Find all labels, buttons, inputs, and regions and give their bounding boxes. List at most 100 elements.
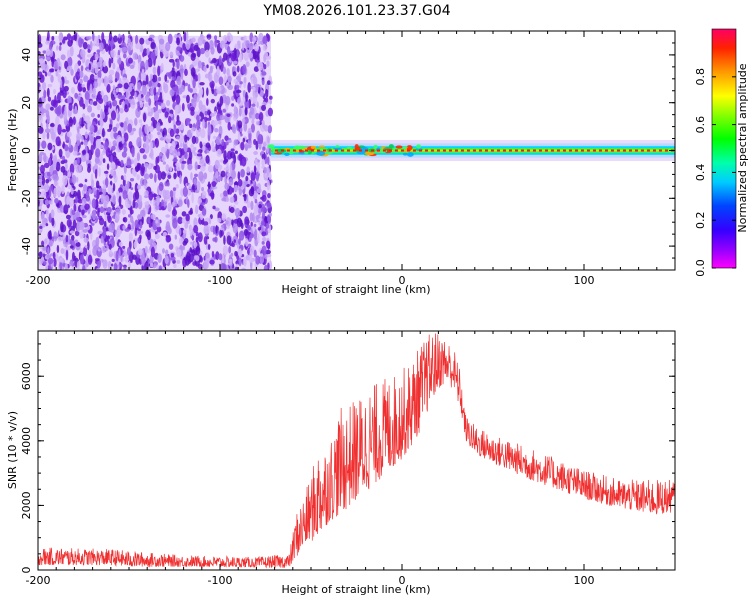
noise-speck — [231, 187, 235, 193]
signal-peak — [316, 149, 320, 152]
noise-speck — [55, 115, 60, 127]
noise-speck — [102, 184, 107, 190]
noise-speck — [165, 164, 170, 173]
noise-speck — [140, 60, 145, 72]
noise-speck — [257, 37, 261, 46]
signal-peak — [526, 149, 530, 152]
noise-speck — [170, 256, 176, 261]
noise-speck — [177, 151, 181, 157]
noise-speck — [79, 230, 84, 239]
signal-peak — [568, 149, 572, 152]
noise-speck — [203, 236, 208, 245]
noise-speck — [134, 219, 139, 229]
noise-speck — [162, 248, 165, 254]
signal-peak — [322, 149, 326, 152]
signal-peak — [364, 149, 368, 152]
noise-speck — [132, 127, 136, 132]
noise-speck — [143, 142, 147, 149]
noise-speck — [162, 130, 165, 138]
noise-speck — [41, 140, 47, 149]
noise-speck — [43, 64, 49, 72]
noise-speck — [245, 175, 249, 182]
noise-speck — [208, 40, 214, 50]
noise-speck — [174, 33, 178, 39]
colorbar-tick-label: 0.6 — [694, 116, 707, 134]
noise-speck — [232, 223, 239, 234]
noise-speck — [250, 172, 256, 181]
noise-speck — [181, 211, 187, 217]
noise-speck — [94, 157, 100, 164]
noise-speck — [252, 212, 255, 223]
noise-speck — [206, 87, 209, 97]
noise-speck — [144, 201, 149, 206]
noise-speck — [55, 70, 59, 77]
noise-speck — [74, 92, 79, 99]
noise-speck — [49, 123, 55, 128]
noise-speck — [230, 148, 235, 152]
signal-peak — [478, 149, 482, 152]
noise-speck — [60, 160, 65, 165]
noise-speck — [83, 184, 88, 192]
noise-speck — [106, 235, 111, 240]
noise-speck — [134, 190, 140, 200]
noise-speck — [95, 148, 101, 158]
noise-speck — [59, 257, 64, 263]
spectrogram-x-tick-label: 0 — [399, 274, 406, 287]
noise-speck — [69, 261, 73, 267]
noise-speck — [168, 71, 172, 80]
noise-speck — [208, 57, 211, 64]
noise-speck — [156, 122, 161, 132]
noise-speck — [244, 107, 248, 116]
noise-speck — [77, 60, 82, 66]
noise-speck — [90, 112, 95, 118]
noise-speck — [150, 42, 156, 50]
snr-y-label: SNR (10 * v/v) — [6, 411, 19, 489]
noise-speck — [238, 107, 242, 117]
noise-speck — [50, 106, 54, 111]
noise-speck — [226, 32, 232, 42]
noise-speck — [158, 190, 163, 196]
noise-speck — [118, 140, 123, 148]
noise-speck — [101, 111, 106, 120]
noise-speck — [144, 261, 149, 270]
noise-speck — [165, 134, 172, 144]
noise-speck — [221, 213, 227, 221]
noise-speck — [172, 148, 178, 158]
signal-peak — [490, 149, 494, 152]
noise-speck — [204, 41, 210, 53]
noise-speck — [178, 133, 184, 144]
noise-speck — [77, 95, 81, 102]
noise-speck — [208, 73, 213, 83]
noise-speck — [71, 174, 77, 185]
noise-speck — [140, 209, 146, 217]
noise-speck — [112, 182, 116, 192]
noise-speck — [202, 145, 206, 152]
noise-speck — [169, 165, 173, 172]
noise-speck — [60, 166, 66, 173]
noise-speck — [112, 140, 117, 147]
noise-speck — [89, 124, 95, 133]
noise-speck — [70, 68, 74, 76]
noise-speck — [51, 40, 56, 45]
noise-speck — [176, 248, 182, 258]
noise-speck — [66, 218, 72, 228]
noise-speck — [38, 50, 41, 56]
noise-speck — [222, 108, 227, 113]
noise-speck — [257, 133, 264, 145]
noise-speck — [61, 38, 66, 44]
noise-speck — [265, 240, 271, 249]
noise-speck — [201, 207, 207, 216]
signal-peak — [382, 149, 386, 152]
noise-speck — [79, 70, 84, 79]
noise-speck — [247, 138, 252, 148]
noise-speck — [66, 33, 72, 41]
noise-speck — [112, 126, 118, 133]
noise-speck — [193, 224, 199, 234]
noise-speck — [222, 34, 228, 44]
noise-speck — [95, 236, 100, 247]
noise-speck — [81, 84, 85, 88]
signal-peak — [550, 149, 554, 152]
noise-speck — [176, 135, 181, 140]
noise-speck — [145, 229, 151, 238]
noise-speck — [147, 57, 153, 68]
